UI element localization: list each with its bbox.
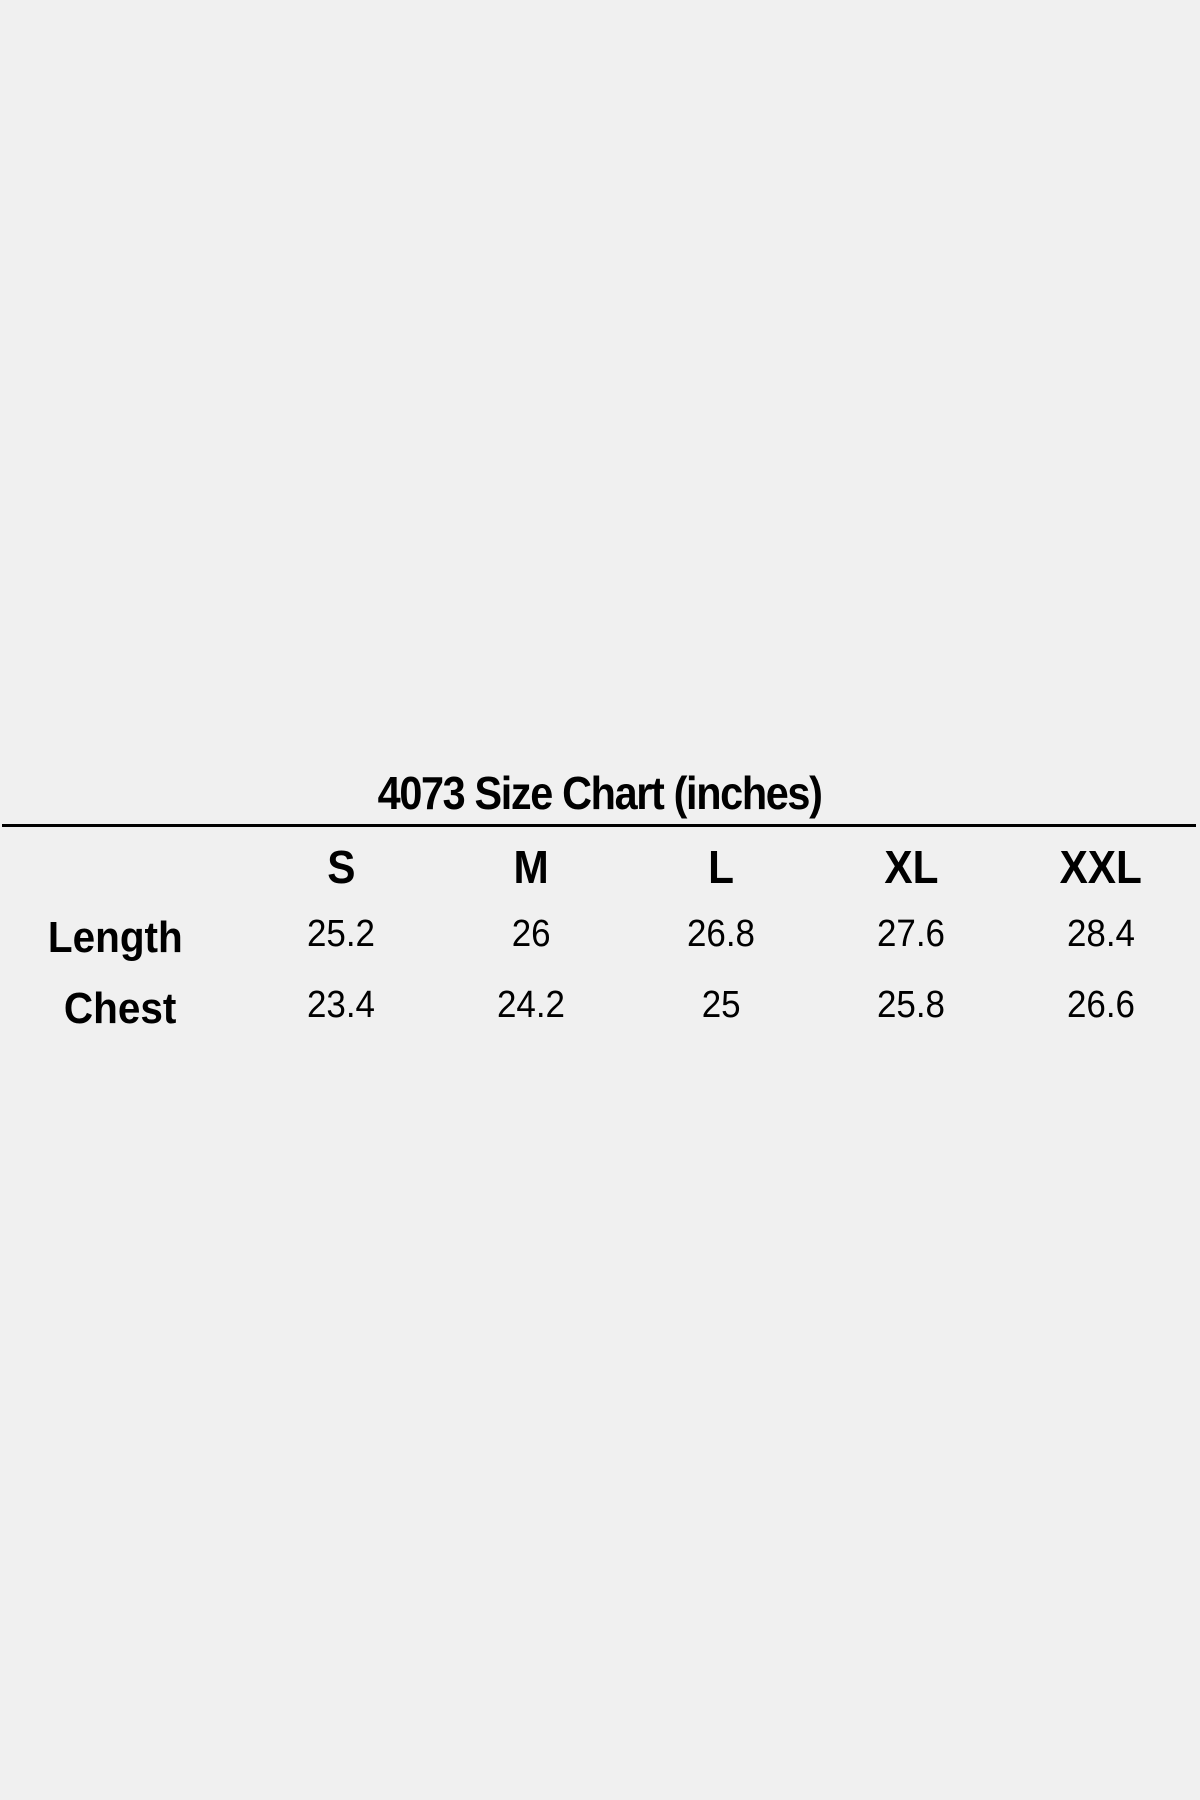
size-chart-title: 4073 Size Chart (inches)	[0, 766, 1200, 820]
table-cell: 27.6	[831, 913, 991, 956]
cell-value: 26	[511, 913, 551, 955]
row-label: Length	[15, 913, 215, 963]
cell-value: 26.6	[1066, 984, 1136, 1026]
column-header-xl: XL	[831, 840, 991, 894]
table-cell: 28.4	[1021, 913, 1181, 956]
column-header-m: M	[451, 840, 611, 894]
table-cell: 26.6	[1021, 984, 1181, 1027]
cell-value: 25	[701, 984, 741, 1026]
cell-value: 25.8	[876, 984, 946, 1026]
column-header-xxl: XXL	[1021, 840, 1181, 894]
header-divider	[2, 824, 1196, 827]
column-header-text: S	[326, 841, 356, 893]
table-cell: 23.4	[261, 984, 421, 1027]
column-header-l: L	[641, 840, 801, 894]
column-header-text: M	[513, 841, 549, 893]
column-header-text: XXL	[1059, 841, 1143, 893]
row-label-text: Chest	[63, 984, 177, 1033]
cell-value: 26.8	[686, 913, 756, 955]
title-text: 4073 Size Chart (inches)	[378, 767, 823, 819]
cell-value: 23.4	[306, 984, 376, 1026]
table-cell: 25.2	[261, 913, 421, 956]
table-cell: 25.8	[831, 984, 991, 1027]
column-header-s: S	[261, 840, 421, 894]
table-cell: 26	[451, 913, 611, 956]
cell-value: 25.2	[306, 913, 376, 955]
column-header-text: L	[708, 841, 734, 893]
cell-value: 28.4	[1066, 913, 1136, 955]
table-cell: 25	[641, 984, 801, 1027]
row-label: Chest	[20, 984, 220, 1034]
row-label-text: Length	[47, 913, 183, 962]
column-header-text: XL	[883, 841, 939, 893]
table-cell: 24.2	[451, 984, 611, 1027]
table-cell: 26.8	[641, 913, 801, 956]
cell-value: 27.6	[876, 913, 946, 955]
cell-value: 24.2	[496, 984, 566, 1026]
